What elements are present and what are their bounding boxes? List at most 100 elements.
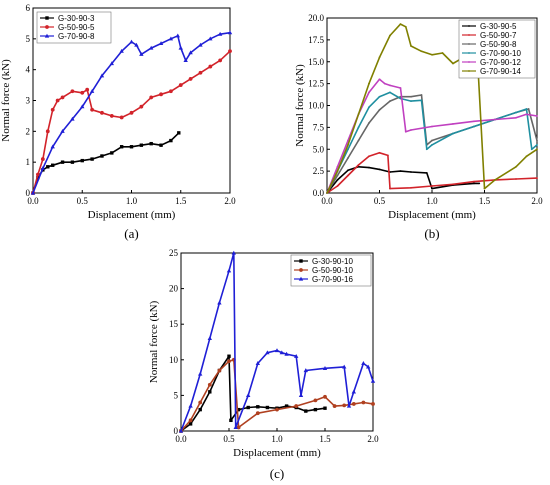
data-point — [336, 170, 339, 173]
data-point — [129, 39, 134, 44]
data-point — [89, 88, 95, 93]
data-point — [255, 411, 260, 416]
data-point — [284, 404, 289, 408]
data-point — [452, 62, 454, 65]
data-point — [110, 151, 114, 155]
data-point — [178, 45, 183, 50]
x-axis-label: Displacement (mm) — [88, 209, 176, 221]
legend-label: G-70-90-10 — [480, 49, 521, 58]
legend-label: G-30-90-3 — [58, 14, 95, 23]
legend-label: G-30-90-5 — [480, 22, 517, 31]
y-tick-label: 5.0 — [313, 144, 325, 154]
data-point — [265, 405, 270, 410]
y-tick-label: 2.5 — [313, 166, 325, 176]
legend-label: G-50-90-10 — [312, 266, 353, 275]
data-point — [483, 187, 486, 190]
data-point — [431, 187, 433, 190]
y-tick-label: 15.0 — [308, 57, 324, 67]
y-tick-label: 7.5 — [313, 122, 325, 132]
data-point — [525, 155, 528, 158]
data-point — [530, 148, 533, 151]
data-point — [370, 378, 376, 383]
y-tick-label: 20 — [169, 284, 179, 294]
x-tick-label: 1.5 — [175, 196, 187, 206]
legend-swatch-marker — [299, 268, 303, 272]
data-point — [473, 180, 475, 183]
data-point — [515, 116, 517, 119]
data-point — [198, 42, 203, 47]
data-point — [366, 364, 371, 369]
legend-box — [458, 19, 536, 79]
data-point — [231, 250, 236, 255]
data-point — [226, 268, 232, 273]
y-tick-label: 1 — [26, 157, 31, 167]
data-point — [198, 371, 203, 376]
data-point — [431, 125, 433, 128]
chart-panel-2: 0.0 0.5 1.0 1.5 2.0 0.0 2.5 5.0 7.5 10.0 12.5 15.0 1… — [294, 13, 543, 241]
data-point — [420, 99, 423, 102]
data-point — [60, 160, 65, 164]
data-point — [217, 31, 223, 36]
data-point — [80, 158, 84, 163]
data-point — [158, 41, 164, 46]
y-tick-label: 0 — [26, 188, 31, 198]
data-point — [515, 165, 517, 168]
data-point — [303, 368, 308, 373]
data-point — [473, 120, 475, 123]
legend-swatch-marker — [468, 70, 470, 72]
data-point — [149, 95, 154, 100]
x-tick-label: 0.5 — [374, 196, 386, 206]
legend-swatch-marker — [299, 259, 303, 263]
legend: G-30-90-3G-50-90-5G-70-90-8 — [36, 11, 112, 44]
legend-label: G-50-90-8 — [480, 40, 517, 49]
data-point — [246, 405, 250, 410]
data-point — [51, 163, 55, 167]
data-point — [387, 154, 389, 157]
data-point — [389, 34, 391, 37]
data-point — [326, 192, 328, 194]
data-point — [50, 107, 55, 112]
data-point — [410, 95, 412, 98]
data-point — [188, 422, 193, 426]
data-point — [217, 368, 222, 373]
legend-label: G-30-90-10 — [312, 257, 353, 266]
data-point — [351, 389, 356, 394]
legend-label: G-70-90-14 — [480, 67, 521, 76]
data-point — [36, 172, 40, 177]
y-tick-label: 10.0 — [308, 101, 324, 111]
data-point — [357, 164, 360, 166]
y-tick-label: 17.5 — [308, 35, 324, 45]
data-point — [494, 178, 496, 181]
data-point — [169, 89, 173, 94]
data-point — [399, 170, 402, 173]
data-point — [227, 359, 231, 364]
y-tick-label: 20.0 — [308, 13, 324, 23]
legend-swatch-marker — [298, 276, 304, 281]
x-tick-label: 1.5 — [319, 434, 331, 444]
data-point — [525, 113, 528, 116]
data-point — [188, 77, 193, 81]
data-point — [322, 366, 328, 370]
data-point — [46, 165, 50, 169]
data-point — [45, 129, 50, 134]
data-point — [55, 98, 60, 103]
data-point — [274, 348, 280, 353]
data-point — [347, 157, 349, 159]
x-tick-label: 0.0 — [175, 434, 187, 444]
data-point — [265, 350, 270, 355]
data-point — [378, 151, 381, 154]
legend: G-30-90-5G-50-90-7G-50-90-8G-70-90-10 G-7… — [458, 19, 536, 79]
chart-panel-3: 0.0 0.5 1.0 1.5 2.0 0 5 10 15 20 25 Displacement (m… — [148, 248, 379, 481]
data-point — [431, 143, 433, 146]
legend-label: G-50-90-7 — [480, 31, 517, 40]
data-point — [357, 126, 360, 129]
data-point — [60, 95, 65, 100]
data-point — [255, 361, 260, 365]
data-point — [431, 185, 433, 187]
panel-label: (b) — [424, 226, 439, 241]
data-point — [336, 185, 339, 187]
data-point — [347, 174, 349, 177]
series-line — [326, 91, 538, 194]
data-point — [473, 182, 475, 185]
data-point — [404, 130, 407, 133]
